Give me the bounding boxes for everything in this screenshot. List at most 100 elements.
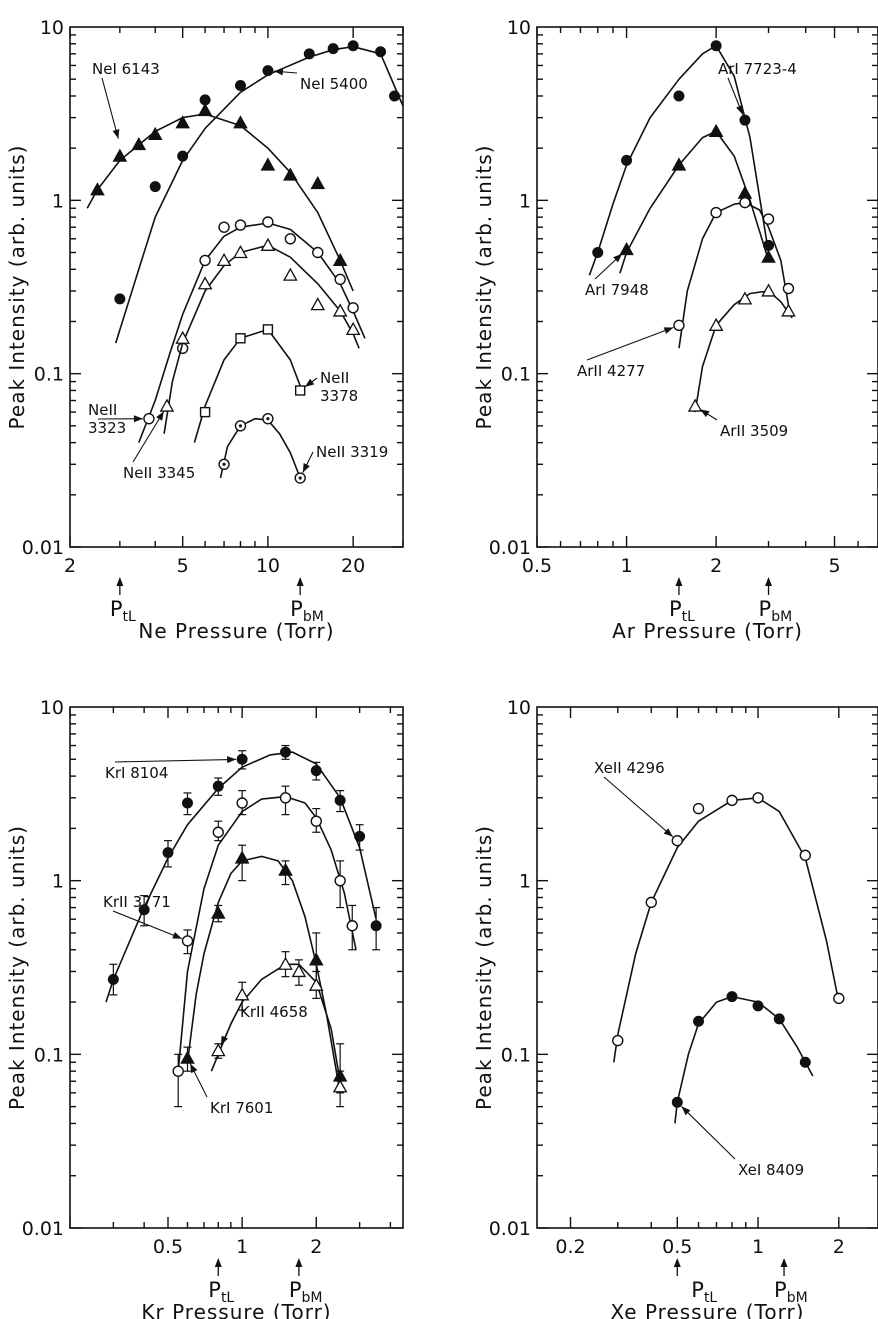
x-axis-title: Ar Pressure (Torr) (612, 619, 803, 643)
data-point (752, 1000, 764, 1012)
annotation-leader (603, 776, 674, 838)
data-point (181, 797, 193, 809)
data-point (761, 249, 776, 263)
chart-panel-kr: 0.01 0.1 1 10 0.5 1 2 Kr Pressure (Torr) Peak In… (5, 697, 404, 1319)
marker-arrow-head (116, 577, 124, 586)
annotation-krii-4658: KrII 4658 (220, 1003, 308, 1046)
series-curve (177, 795, 357, 1072)
data-point (181, 935, 194, 947)
chart-panel-xe: 0.01 0.1 1 10 0.2 0.5 1 2 Xe Pressure (Torr) Peak… (472, 697, 878, 1319)
marker-dot (222, 462, 226, 466)
annotation-label: 3378 (320, 387, 358, 405)
x-tick-label: 2 (310, 1236, 322, 1258)
x-tick-label: 20 (341, 555, 365, 577)
series-neii-3378 (193, 324, 306, 443)
series-ari-7948 (619, 123, 776, 274)
annotation-kri-8104: KrI 8104 (105, 756, 237, 782)
data-point (773, 1013, 785, 1025)
x-tick-label: 5 (177, 555, 189, 577)
annotation-arrow-head (700, 409, 710, 418)
data-point (312, 246, 324, 259)
series-curve (694, 290, 793, 413)
y-tick-label: 1 (52, 871, 64, 893)
data-point (389, 90, 401, 102)
marker-label: PbM (289, 1278, 323, 1306)
data-point (303, 48, 315, 60)
x-tick-label: 0.2 (555, 1236, 585, 1258)
y-axis: 0.01 0.1 1 10 (22, 17, 403, 559)
annotation-arrow-head (190, 1063, 198, 1074)
annotation-label: NeI 6143 (92, 60, 160, 78)
marker-label: PtL (691, 1278, 717, 1306)
y-tick-label: 0.01 (489, 537, 531, 559)
data-point (739, 196, 751, 209)
pressure-marker-tl: PtL (110, 577, 136, 625)
data-point (149, 181, 161, 193)
data-point (739, 114, 751, 126)
marker-label: PtL (669, 597, 695, 625)
marker-subscript: bM (771, 609, 792, 625)
series-arii-4277 (673, 196, 795, 349)
data-point (761, 283, 776, 297)
x-axis: 0.2 0.5 1 2 (555, 707, 845, 1258)
data-point (114, 293, 126, 305)
data-point (332, 1079, 348, 1093)
data-point (262, 412, 274, 425)
marker-subscript: tL (704, 1290, 717, 1306)
data-point (233, 115, 248, 129)
marker-dot (266, 417, 270, 421)
data-point (332, 303, 348, 317)
data-point (218, 458, 230, 470)
plot-frame (69, 706, 404, 1229)
data-point (210, 1043, 226, 1057)
data-point (199, 254, 211, 267)
data-point (726, 991, 738, 1003)
annotation-arrow-head (112, 129, 120, 139)
y-tick-label: 0.1 (34, 364, 64, 386)
data-point (310, 175, 326, 190)
data-point (279, 792, 292, 804)
data-point (216, 252, 232, 267)
data-point (162, 847, 174, 859)
data-point (710, 206, 722, 219)
pressure-marker-bm: PbM (290, 577, 324, 625)
annotation-arrow-head (663, 327, 674, 334)
annotation-arrow-head (156, 411, 164, 421)
annotation-label: KrI 7601 (210, 1099, 273, 1117)
pressure-marker-tl: PtL (669, 577, 695, 625)
data-point (234, 219, 247, 231)
x-tick-label: 1 (621, 555, 633, 577)
series-arii-3509 (687, 283, 796, 413)
marker-label: PbM (290, 597, 324, 625)
annotation-arrow-head (681, 1106, 691, 1116)
series-neii-3319 (218, 412, 306, 484)
annotation-leader (101, 77, 119, 139)
data-point (671, 157, 687, 171)
y-tick-label: 0.1 (34, 1044, 64, 1066)
x-tick-label: 0.5 (522, 555, 552, 577)
data-point (235, 333, 246, 344)
series-curve (193, 328, 301, 443)
data-point (310, 297, 326, 311)
marker-dot (298, 476, 302, 480)
data-point (375, 46, 387, 58)
data-point (781, 303, 796, 317)
series-curve (619, 130, 770, 274)
data-point (233, 244, 248, 259)
plot-frame (536, 706, 878, 1229)
data-point (138, 904, 150, 916)
data-point (833, 992, 845, 1005)
series-curve (613, 797, 840, 1063)
data-point (332, 252, 348, 267)
data-point (710, 40, 722, 52)
annotation-label: NeI 5400 (300, 75, 368, 93)
marker-arrow-head (296, 577, 304, 586)
data-point (278, 956, 293, 970)
marker-subscript: tL (123, 609, 136, 625)
series-curve (678, 201, 790, 349)
series-curve (210, 963, 341, 1082)
data-point (673, 90, 685, 102)
data-point (619, 242, 634, 256)
